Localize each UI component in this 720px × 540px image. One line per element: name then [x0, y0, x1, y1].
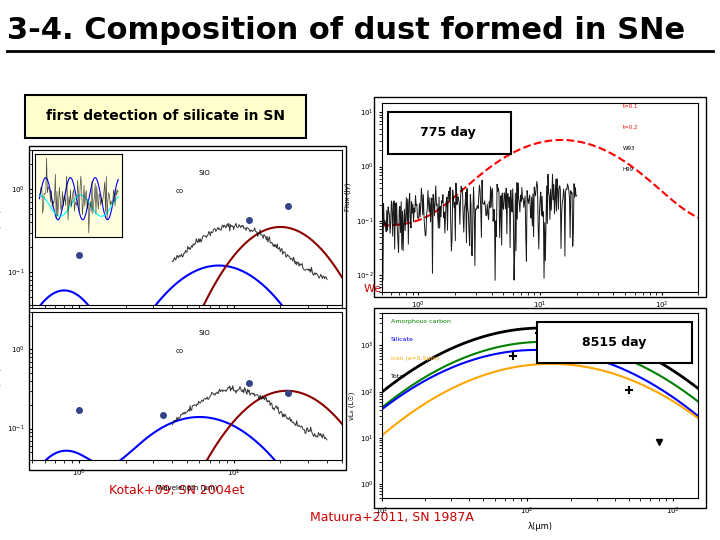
Text: first detection of silicate in SN: first detection of silicate in SN — [46, 109, 285, 123]
FancyBboxPatch shape — [29, 146, 346, 470]
Text: SiO: SiO — [199, 330, 211, 336]
Text: SiO: SiO — [199, 170, 211, 176]
Text: Wesson+15, SN 1987A: Wesson+15, SN 1987A — [364, 284, 492, 294]
X-axis label: λ(μm): λ(μm) — [528, 522, 552, 531]
Text: Kotak+09, SN 2004et: Kotak+09, SN 2004et — [109, 484, 244, 497]
FancyBboxPatch shape — [374, 97, 706, 297]
FancyBboxPatch shape — [374, 308, 706, 508]
Y-axis label: Flux (Jy): Flux (Jy) — [344, 183, 351, 211]
Text: Amorphous carbon: Amorphous carbon — [391, 319, 451, 324]
Text: Silicate: Silicate — [391, 337, 414, 342]
Text: 8515 day: 8515 day — [582, 336, 647, 349]
FancyBboxPatch shape — [140, 240, 241, 273]
FancyBboxPatch shape — [25, 94, 306, 138]
Y-axis label: νL₈ (L☉): νL₈ (L☉) — [348, 392, 354, 420]
FancyBboxPatch shape — [140, 380, 241, 414]
Text: 775 day: 775 day — [420, 126, 476, 139]
Text: Total: Total — [391, 374, 406, 379]
Text: Matuura+2011, SN 1987A: Matuura+2011, SN 1987A — [310, 511, 474, 524]
Text: carbon: carbon — [156, 388, 225, 406]
X-axis label: Wavelength (μm): Wavelength (μm) — [510, 316, 570, 322]
Y-axis label: Flux (mJy): Flux (mJy) — [0, 210, 1, 245]
Text: t=0.1: t=0.1 — [622, 105, 638, 110]
FancyBboxPatch shape — [537, 322, 692, 363]
Text: 3-4. Composition of dust formed in SNe: 3-4. Composition of dust formed in SNe — [7, 16, 685, 45]
X-axis label: Wavelength (μm): Wavelength (μm) — [157, 484, 217, 491]
Text: co: co — [176, 188, 184, 194]
FancyBboxPatch shape — [388, 112, 511, 153]
Y-axis label: Flux (mJy): Flux (mJy) — [0, 368, 1, 403]
Text: silicate: silicate — [155, 247, 227, 266]
Text: H99: H99 — [622, 167, 634, 172]
Text: t=0.2: t=0.2 — [622, 125, 638, 130]
Text: co: co — [176, 348, 184, 354]
Text: Iron (a=0.5μm): Iron (a=0.5μm) — [391, 356, 439, 361]
Text: W93: W93 — [622, 146, 635, 151]
